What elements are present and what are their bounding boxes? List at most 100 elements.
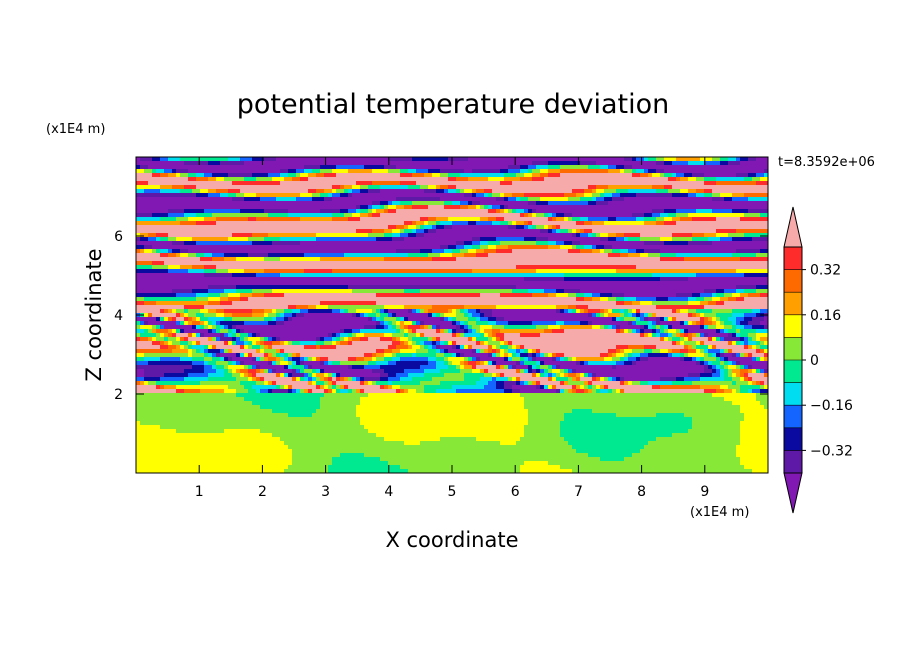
contour-cell (552, 245, 557, 250)
contour-cell (216, 269, 221, 274)
contour-cell (648, 261, 653, 266)
contour-cell (292, 189, 297, 194)
contour-cell (236, 281, 241, 286)
contour-cell (216, 157, 221, 162)
contour-cell (552, 189, 557, 194)
contour-cell (524, 253, 529, 258)
contour-cell (376, 233, 381, 238)
contour-cell (476, 193, 481, 198)
contour-cell (652, 189, 657, 194)
contour-cell (448, 173, 453, 178)
contour-cell (432, 273, 437, 278)
contour-cell (144, 237, 149, 242)
contour-cell (304, 257, 309, 262)
contour-cell (500, 177, 505, 182)
contour-cell (712, 165, 717, 170)
contour-cell (280, 245, 285, 250)
contour-cell (760, 205, 765, 210)
contour-cell (656, 253, 661, 258)
contour-cell (560, 249, 565, 254)
contour-cell (408, 245, 413, 250)
contour-cell (672, 273, 677, 278)
contour-cell (460, 237, 465, 242)
contour-cell (728, 213, 733, 218)
contour-cell (480, 249, 485, 254)
contour-cell (636, 181, 641, 186)
contour-cell (596, 249, 601, 254)
contour-cell (512, 161, 517, 166)
contour-cell (188, 241, 193, 246)
contour-cell (516, 189, 521, 194)
contour-cell (720, 249, 725, 254)
contour-cell (340, 229, 345, 234)
contour-cell (144, 205, 149, 210)
contour-cell (400, 161, 405, 166)
contour-cell (332, 221, 337, 226)
contour-cell (760, 277, 765, 282)
contour-cell (336, 245, 341, 250)
contour-cell (452, 209, 457, 214)
contour-cell (308, 281, 313, 286)
contour-cell (544, 213, 549, 218)
contour-cell (712, 229, 717, 234)
contour-cell (164, 257, 169, 262)
contour-cell (184, 201, 189, 206)
contour-cell (576, 273, 581, 278)
contour-cell (684, 269, 689, 274)
contour-cell (436, 241, 441, 246)
contour-cell (588, 237, 593, 242)
contour-cell (344, 273, 349, 278)
contour-cell (716, 197, 721, 202)
contour-cell (176, 237, 181, 242)
contour-cell (148, 165, 153, 170)
contour-cell (400, 181, 405, 186)
contour-cell (244, 277, 249, 282)
contour-cell (600, 197, 605, 202)
contour-cell (360, 177, 365, 182)
contour-cell (276, 217, 281, 222)
contour-cell (148, 177, 153, 182)
contour-cell (140, 189, 145, 194)
contour-cell (448, 161, 453, 166)
contour-cell (324, 241, 329, 246)
contour-cell (596, 193, 601, 198)
contour-cell (468, 281, 473, 286)
contour-cell (400, 225, 405, 230)
contour-cell (620, 241, 625, 246)
contour-cell (448, 233, 453, 238)
contour-cell (432, 277, 437, 282)
contour-cell (264, 217, 269, 222)
contour-cell (244, 269, 249, 274)
contour-cell (752, 177, 757, 182)
contour-cell (452, 217, 457, 222)
contour-cell (460, 229, 465, 234)
contour-cell (320, 197, 325, 202)
contour-cell (388, 253, 393, 258)
contour-cell (580, 233, 585, 238)
contour-cell (616, 197, 621, 202)
contour-cell (440, 165, 445, 170)
contour-cell (640, 165, 645, 170)
contour-cell (308, 201, 313, 206)
contour-cell (176, 161, 181, 166)
contour-cell (620, 161, 625, 166)
contour-cell (356, 277, 361, 282)
contour-cell (492, 257, 497, 262)
contour-cell (684, 201, 689, 206)
contour-cell (460, 249, 465, 254)
contour-cell (180, 241, 185, 246)
contour-cell (324, 257, 329, 262)
contour-cell (476, 213, 481, 218)
contour-cell (160, 257, 165, 262)
contour-cell (228, 181, 233, 186)
contour-cell (444, 261, 449, 266)
contour-cell (164, 265, 169, 270)
contour-cell (504, 217, 509, 222)
contour-cell (504, 157, 509, 162)
contour-cell (228, 205, 233, 210)
contour-cell (680, 221, 685, 226)
contour-cell (152, 169, 157, 174)
contour-cell (224, 229, 229, 234)
contour-cell (356, 189, 361, 194)
contour-cell (580, 241, 585, 246)
